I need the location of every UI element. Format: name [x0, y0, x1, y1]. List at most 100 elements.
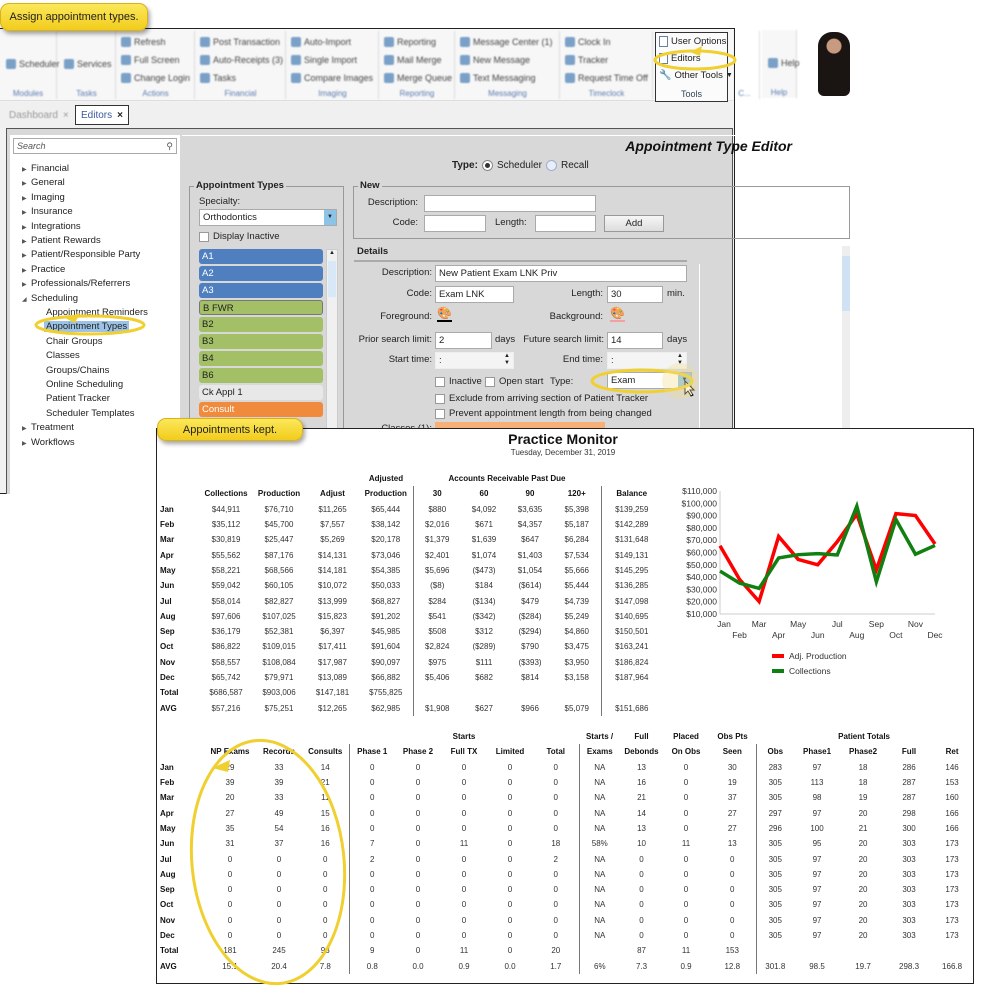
- appointment-type-item[interactable]: B4: [199, 351, 323, 366]
- expand-arrow-icon[interactable]: ▶: [22, 224, 27, 231]
- appointment-type-item[interactable]: B6: [199, 368, 323, 383]
- description-input[interactable]: New Patient Exam LNK Priv: [435, 265, 687, 282]
- open-start-checkbox[interactable]: [485, 377, 495, 387]
- ribbon-button[interactable]: Compare Images: [291, 73, 373, 83]
- expand-arrow-icon[interactable]: ▶: [22, 181, 27, 188]
- tree-item[interactable]: ▶ Workflows: [22, 437, 75, 448]
- ribbon-button[interactable]: Tasks: [200, 73, 236, 83]
- expand-arrow-icon[interactable]: ▶: [22, 253, 27, 260]
- new-code-input[interactable]: [424, 215, 486, 232]
- scroll-thumb[interactable]: [328, 261, 336, 297]
- chevron-down-icon[interactable]: ▼: [324, 210, 336, 225]
- radio-recall[interactable]: [545, 160, 557, 171]
- expand-arrow-icon[interactable]: ▶: [22, 282, 27, 289]
- user-options-button[interactable]: User Options: [659, 36, 726, 47]
- tree-item[interactable]: ▶ Financial: [22, 163, 69, 174]
- specialty-dropdown[interactable]: Orthodontics ▼: [199, 209, 337, 226]
- spinner-icon[interactable]: ▲ ▼: [677, 353, 683, 366]
- tree-item[interactable]: Chair Groups: [46, 336, 103, 347]
- ribbon-button[interactable]: Text Messaging: [460, 73, 536, 83]
- spinner-icon[interactable]: ▲ ▼: [504, 353, 510, 366]
- appointment-type-item[interactable]: Ck Appl 1: [199, 385, 323, 400]
- ribbon-button[interactable]: Message Center (1): [460, 37, 553, 47]
- expand-arrow-icon[interactable]: ▶: [22, 440, 27, 447]
- new-description-input[interactable]: [424, 195, 596, 212]
- ribbon-button[interactable]: Mail Merge: [384, 55, 442, 65]
- tree-item[interactable]: ◢ Scheduling: [22, 293, 78, 304]
- appointment-type-item[interactable]: B2: [199, 317, 323, 332]
- appointment-type-item[interactable]: Consult: [199, 402, 323, 417]
- tree-item[interactable]: ▶ General: [22, 177, 65, 188]
- ribbon-button[interactable]: Scheduler: [6, 59, 60, 69]
- scroll-up-icon[interactable]: ▲: [329, 250, 335, 256]
- tree-item[interactable]: Appointment Types: [44, 321, 130, 333]
- tree-item[interactable]: ▶ Patient Rewards: [22, 235, 101, 246]
- length-input[interactable]: 30: [607, 286, 663, 303]
- expand-arrow-icon[interactable]: ▶: [22, 167, 27, 173]
- appointment-type-item[interactable]: B FWR: [199, 300, 323, 315]
- tree-item[interactable]: Classes: [46, 350, 80, 361]
- appointment-type-item[interactable]: B3: [199, 334, 323, 349]
- tree-item[interactable]: ▶ Treatment: [22, 422, 74, 433]
- expand-arrow-icon[interactable]: ▶: [22, 426, 27, 433]
- other-tools-button[interactable]: 🔧 Other Tools ▼: [659, 70, 733, 81]
- future-search-limit-input[interactable]: 14: [607, 332, 663, 349]
- add-button[interactable]: Add: [604, 215, 664, 232]
- ribbon-button[interactable]: Help: [768, 58, 800, 68]
- type-dropdown[interactable]: Exam ▼: [607, 372, 692, 389]
- tab-dashboard[interactable]: Dashboard ×: [4, 105, 74, 125]
- details-scrollbar[interactable]: [842, 246, 850, 496]
- ribbon-button[interactable]: Auto-Receipts (3): [200, 55, 283, 65]
- ribbon-button[interactable]: Tracker: [565, 55, 608, 65]
- ribbon-button[interactable]: Auto-Import: [291, 37, 351, 47]
- ribbon-button[interactable]: Single Import: [291, 55, 357, 65]
- ribbon-button[interactable]: Merge Queue: [384, 73, 452, 83]
- new-length-input[interactable]: [535, 215, 596, 232]
- search-icon[interactable]: ⚲: [166, 141, 173, 151]
- foreground-color-picker-icon[interactable]: 🎨: [437, 306, 452, 322]
- end-time-input[interactable]: : ▲ ▼: [607, 352, 687, 369]
- ribbon-button[interactable]: Full Screen: [121, 55, 180, 65]
- expand-arrow-icon[interactable]: ▶: [22, 267, 27, 274]
- expanded-arrow-icon[interactable]: ◢: [22, 296, 27, 303]
- tree-item[interactable]: Groups/Chains: [46, 365, 109, 376]
- appointment-type-item[interactable]: A3: [199, 283, 323, 298]
- editors-button[interactable]: Editors: [659, 53, 701, 64]
- ribbon-button[interactable]: Refresh: [121, 37, 166, 47]
- inactive-checkbox[interactable]: [435, 377, 445, 387]
- tree-item[interactable]: ▶ Insurance: [22, 206, 73, 217]
- tree-item[interactable]: Appointment Reminders: [46, 307, 148, 318]
- expand-arrow-icon[interactable]: ▶: [22, 210, 27, 217]
- close-icon[interactable]: ×: [62, 109, 69, 121]
- ribbon-button[interactable]: Reporting: [384, 37, 436, 47]
- tree-item[interactable]: Patient Tracker: [46, 393, 110, 404]
- search-input[interactable]: Search ⚲: [13, 138, 177, 154]
- expand-arrow-icon[interactable]: ▶: [22, 195, 27, 202]
- radio-scheduler[interactable]: [481, 160, 493, 171]
- tree-item[interactable]: Online Scheduling: [46, 379, 123, 390]
- ribbon-button[interactable]: Change Login: [121, 73, 190, 83]
- display-inactive-checkbox[interactable]: [199, 232, 209, 242]
- prevent-length-change-checkbox[interactable]: [435, 409, 445, 419]
- tree-item[interactable]: Scheduler Templates: [46, 408, 135, 419]
- user-avatar[interactable]: [818, 32, 850, 96]
- tab-editors[interactable]: Editors ×: [75, 105, 129, 125]
- ribbon-button[interactable]: Services: [64, 59, 112, 69]
- code-input[interactable]: Exam LNK: [435, 286, 514, 303]
- tree-item[interactable]: ▶ Integrations: [22, 221, 81, 232]
- close-icon[interactable]: ×: [117, 109, 123, 121]
- exclude-checkbox[interactable]: [435, 394, 445, 404]
- appointment-type-item[interactable]: A2: [199, 266, 323, 281]
- appointment-type-item[interactable]: A1: [199, 249, 323, 264]
- tree-item[interactable]: ▶ Patient/Responsible Party: [22, 249, 140, 260]
- background-color-picker-icon[interactable]: 🎨: [610, 306, 625, 322]
- ribbon-button[interactable]: Request Time Off: [565, 73, 648, 83]
- ribbon-button[interactable]: New Message: [460, 55, 530, 65]
- tree-item[interactable]: ▶ Imaging: [22, 192, 65, 203]
- start-time-input[interactable]: : ▲ ▼: [435, 352, 514, 369]
- ribbon-button[interactable]: Post Transaction: [200, 37, 280, 47]
- tree-item[interactable]: ▶ Practice: [22, 264, 65, 275]
- tree-item[interactable]: ▶ Professionals/Referrers: [22, 278, 130, 289]
- ribbon-button[interactable]: Clock In: [565, 37, 611, 47]
- prior-search-limit-input[interactable]: 2: [435, 332, 492, 349]
